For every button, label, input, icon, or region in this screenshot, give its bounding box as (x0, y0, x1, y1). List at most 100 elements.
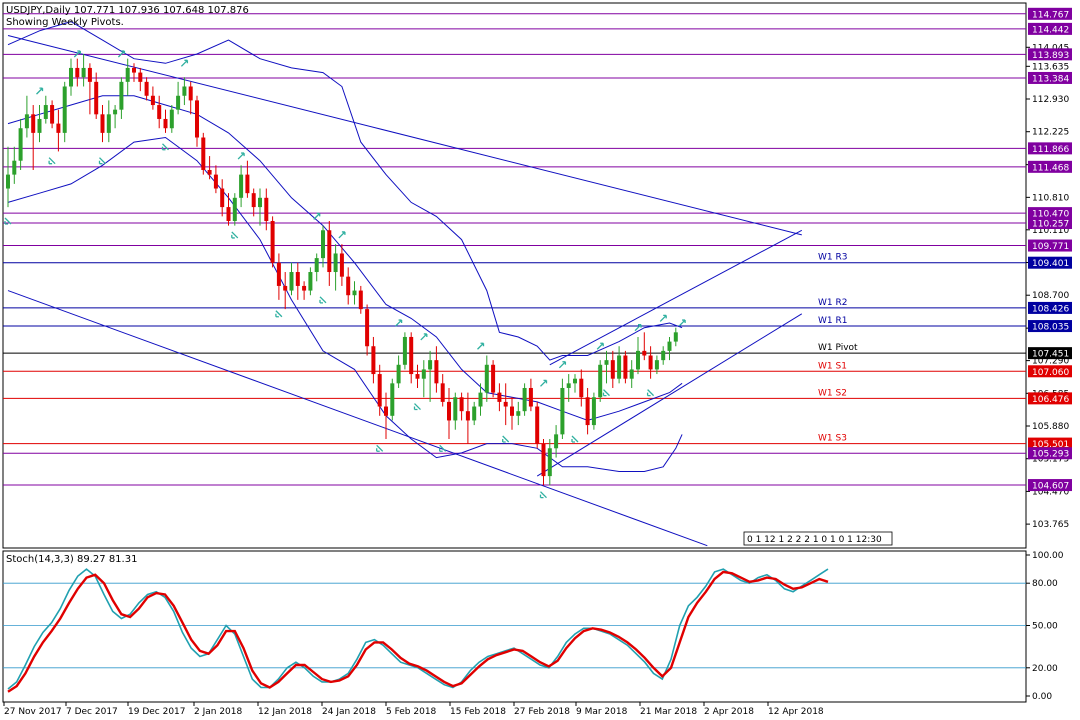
candle-body (453, 397, 458, 421)
candle-body (333, 253, 338, 273)
candle-body (245, 174, 250, 194)
candle-body (478, 392, 483, 407)
candle-body (402, 336, 407, 365)
candle-body (100, 114, 105, 133)
candle-body (56, 123, 61, 133)
candle-body (566, 383, 571, 388)
candle-body (163, 118, 168, 129)
candle-body (384, 406, 388, 416)
fractal-up-marker (540, 379, 548, 387)
level-tag-label: 109.401 (1032, 259, 1069, 269)
candle-body (371, 346, 376, 375)
candle-body (251, 193, 256, 208)
level-tag (1028, 142, 1072, 155)
time-tick-label: 2 Apr 2018 (704, 707, 754, 717)
level-tag-label: 113.893 (1032, 51, 1069, 61)
time-tick-label: 12 Jan 2018 (258, 707, 312, 717)
candle-body (528, 387, 533, 407)
candle-body (327, 230, 332, 273)
fractal-down-marker (376, 444, 384, 452)
candle-body (547, 448, 552, 477)
time-axis: 27 Nov 2017 7 Dec 2017 19 Dec 2017 2 Jan 20… (3, 702, 824, 717)
candle-body (6, 174, 10, 189)
candle-body (12, 160, 17, 175)
candle-body (226, 207, 231, 221)
candle-body (125, 67, 130, 82)
candle-body (673, 332, 678, 342)
fractal-down-marker (231, 231, 239, 239)
candle-body (339, 253, 344, 277)
bollinger-upper (7, 21, 683, 361)
trend-line (549, 229, 803, 366)
osc-frame (2, 550, 1027, 703)
candle-body (150, 95, 155, 106)
fractal-down-marker (161, 143, 169, 151)
level-tag (1028, 239, 1072, 252)
stoch-signal-line (7, 570, 829, 693)
level-tag (1028, 216, 1072, 229)
candle-body (37, 118, 42, 133)
candle-body (132, 67, 136, 73)
price-tick-label: 105.880 (1032, 422, 1069, 432)
candle-body (308, 272, 313, 291)
fractal-up-marker (73, 50, 81, 58)
level-tag-label: 111.468 (1032, 163, 1069, 173)
candle-body (188, 86, 193, 101)
candle-body (491, 364, 496, 393)
candle-body (50, 105, 55, 124)
stochastic-panel: 100.00 80.00 50.00 20.00 0.00 (2, 550, 1064, 703)
time-tick-label: 21 Mar 2018 (640, 707, 697, 717)
candle-body (459, 397, 464, 412)
candle-body (503, 401, 508, 407)
candle-body (629, 369, 634, 379)
candle-body (598, 364, 603, 398)
candle-body (302, 285, 307, 291)
level-tag-label: 105.501 (1032, 440, 1069, 450)
pivot-label: W1 S1 (818, 361, 847, 371)
level-tag (1028, 320, 1072, 333)
candle-body (465, 411, 470, 421)
fractal-down-marker (602, 389, 610, 397)
candle-body (428, 360, 433, 370)
candle-body (560, 387, 565, 435)
candle-body (642, 350, 647, 356)
main-frame (2, 2, 1027, 549)
level-tag (1028, 437, 1072, 450)
fractal-down-marker (319, 296, 327, 304)
candle-body (346, 276, 351, 296)
candle-body (472, 406, 477, 421)
fractal-up-marker (117, 50, 126, 58)
time-tick-label: 27 Nov 2017 (4, 707, 62, 717)
level-tag (1028, 7, 1072, 20)
fractal-up-marker (558, 361, 567, 369)
candle-body (213, 174, 218, 189)
level-tag-label: 110.470 (1032, 210, 1069, 220)
level-tag-label: 111.866 (1032, 145, 1069, 155)
candle-body (623, 355, 628, 379)
fractal-down-marker (502, 435, 510, 443)
candle-body (264, 197, 269, 221)
candle-body (610, 360, 615, 379)
time-tick-label: 2 Jan 2018 (194, 707, 242, 717)
fractal-down-marker (439, 444, 447, 452)
candle-body (24, 114, 29, 129)
candle-body (440, 383, 445, 402)
candle-body (157, 105, 162, 119)
level-tag (1028, 479, 1072, 492)
chart-title: USDJPY,Daily 107.771 107.936 107.648 107… (6, 5, 249, 16)
candle-body (352, 290, 357, 296)
price-tick-label: 103.765 (1032, 520, 1069, 530)
candle-body (276, 262, 281, 286)
fractal-up-marker (237, 152, 245, 160)
candle-body (636, 350, 640, 370)
candle-body (447, 401, 451, 421)
candle-body (270, 221, 275, 263)
fractal-down-marker (48, 157, 56, 165)
candle-body (43, 105, 48, 119)
candle-body (62, 86, 67, 133)
osc-tick-label: 20.00 (1032, 664, 1058, 674)
candle-body (314, 258, 319, 273)
level-tag (1028, 207, 1072, 220)
candle-body (648, 355, 653, 370)
